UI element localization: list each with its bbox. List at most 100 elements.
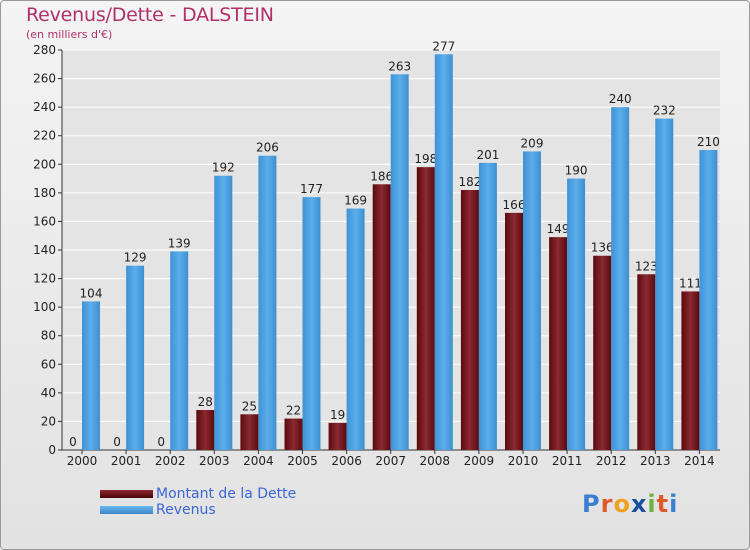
logo-letter: i bbox=[669, 490, 679, 518]
x-tick-label-2000: 2000 bbox=[67, 454, 98, 468]
bar-revenus-2002 bbox=[170, 251, 189, 450]
bar-revenus-2009 bbox=[478, 162, 497, 450]
bar-revenus-2004 bbox=[258, 155, 277, 450]
x-tick-label-2008: 2008 bbox=[420, 454, 451, 468]
legend-swatch-revenus bbox=[100, 506, 153, 514]
x-tick-label-2002: 2002 bbox=[155, 454, 186, 468]
bar-revenus-2013 bbox=[655, 118, 674, 451]
x-tick-label-2007: 2007 bbox=[375, 454, 406, 468]
x-tick-label-2005: 2005 bbox=[287, 454, 318, 468]
bar-dette-2006 bbox=[328, 422, 347, 450]
data-label-dette-2000: 0 bbox=[69, 435, 77, 449]
data-label-dette-2007: 186 bbox=[370, 169, 393, 183]
bar-dette-2014 bbox=[681, 291, 700, 450]
data-label-revenus-2006: 169 bbox=[344, 194, 367, 208]
bar-revenus-2006 bbox=[346, 208, 365, 450]
y-tick-label: 180 bbox=[33, 186, 56, 200]
y-tick-label: 140 bbox=[33, 243, 56, 257]
proxiti-logo: Proxiti bbox=[582, 490, 678, 518]
chart-title: Revenus/Dette - DALSTEIN bbox=[26, 4, 274, 26]
bar-revenus-2000 bbox=[82, 301, 100, 450]
bar-dette-2005 bbox=[284, 418, 303, 450]
chart-subtitle: (en milliers d'€) bbox=[26, 28, 113, 41]
y-tick-label: 80 bbox=[41, 329, 56, 343]
logo-letter: r bbox=[600, 490, 614, 518]
data-label-revenus-2009: 201 bbox=[476, 148, 499, 162]
y-tick-label: 120 bbox=[33, 272, 56, 286]
data-label-dette-2003: 28 bbox=[198, 395, 213, 409]
data-label-revenus-2008: 277 bbox=[432, 39, 455, 53]
y-tick-label: 0 bbox=[48, 443, 56, 457]
x-tick-label-2014: 2014 bbox=[684, 454, 715, 468]
bar-dette-2009 bbox=[460, 190, 479, 450]
data-label-revenus-2011: 190 bbox=[565, 164, 588, 178]
logo-letter: i bbox=[647, 490, 657, 518]
legend-label-revenus: Revenus bbox=[156, 502, 216, 518]
bar-revenus-2007 bbox=[390, 74, 409, 451]
x-tick-label-2012: 2012 bbox=[596, 454, 627, 468]
x-tick-label-2003: 2003 bbox=[199, 454, 230, 468]
y-tick-label: 20 bbox=[41, 414, 56, 428]
bar-dette-2011 bbox=[549, 237, 568, 450]
bar-revenus-2003 bbox=[214, 175, 233, 450]
y-tick-label: 280 bbox=[33, 43, 56, 57]
data-label-revenus-2001: 129 bbox=[124, 251, 147, 265]
bar-revenus-2011 bbox=[567, 178, 586, 451]
data-label-dette-2014: 111 bbox=[679, 276, 702, 290]
data-label-revenus-2000: 104 bbox=[80, 286, 103, 300]
bar-dette-2012 bbox=[593, 255, 612, 450]
data-label-revenus-2002: 139 bbox=[168, 236, 191, 250]
y-tick-label: 220 bbox=[33, 129, 56, 143]
data-label-revenus-2013: 232 bbox=[653, 104, 676, 118]
x-tick-label-2010: 2010 bbox=[508, 454, 539, 468]
bar-revenus-2010 bbox=[523, 151, 541, 450]
data-label-dette-2013: 123 bbox=[635, 259, 658, 273]
data-label-dette-2004: 25 bbox=[242, 399, 257, 413]
bar-dette-2004 bbox=[240, 414, 259, 450]
data-label-dette-2001: 0 bbox=[113, 435, 121, 449]
data-label-revenus-2007: 263 bbox=[388, 59, 411, 73]
bar-revenus-2008 bbox=[434, 54, 453, 451]
y-tick-label: 100 bbox=[33, 300, 56, 314]
logo-letter: P bbox=[582, 490, 601, 518]
data-label-dette-2008: 198 bbox=[414, 152, 437, 166]
y-tick-label: 240 bbox=[33, 100, 56, 114]
bar-dette-2010 bbox=[505, 212, 523, 450]
x-tick-label-2009: 2009 bbox=[464, 454, 495, 468]
data-label-dette-2006: 19 bbox=[330, 408, 345, 422]
data-label-revenus-2005: 177 bbox=[300, 182, 323, 196]
bar-dette-2008 bbox=[416, 167, 435, 450]
logo-letter: o bbox=[613, 490, 631, 518]
y-tick-label: 60 bbox=[41, 357, 56, 371]
bar-revenus-2012 bbox=[611, 107, 630, 451]
logo-letter: x bbox=[630, 490, 648, 518]
legend-swatch-dette bbox=[100, 490, 153, 498]
bar-dette-2007 bbox=[372, 184, 391, 451]
y-tick-label: 160 bbox=[33, 214, 56, 228]
y-tick-label: 260 bbox=[33, 72, 56, 86]
logo-letter: t bbox=[656, 490, 670, 518]
x-tick-label-2011: 2011 bbox=[552, 454, 583, 468]
data-label-dette-2002: 0 bbox=[157, 435, 165, 449]
y-tick-label: 40 bbox=[41, 386, 56, 400]
data-label-revenus-2004: 206 bbox=[256, 141, 279, 155]
x-tick-label-2004: 2004 bbox=[243, 454, 274, 468]
data-label-dette-2005: 22 bbox=[286, 404, 301, 418]
x-tick-label-2013: 2013 bbox=[640, 454, 671, 468]
data-label-revenus-2014: 210 bbox=[697, 135, 720, 149]
legend-label-dette: Montant de la Dette bbox=[156, 486, 297, 502]
data-label-revenus-2012: 240 bbox=[609, 92, 632, 106]
data-label-dette-2009: 182 bbox=[458, 175, 481, 189]
x-tick-label-2006: 2006 bbox=[331, 454, 362, 468]
bar-revenus-2001 bbox=[126, 265, 145, 450]
data-label-revenus-2010: 209 bbox=[521, 136, 544, 150]
data-label-revenus-2003: 192 bbox=[212, 161, 235, 175]
bar-revenus-2005 bbox=[302, 197, 321, 450]
x-tick-label-2001: 2001 bbox=[111, 454, 142, 468]
y-tick-label: 200 bbox=[33, 157, 56, 171]
data-label-dette-2010: 166 bbox=[503, 198, 526, 212]
data-label-dette-2012: 136 bbox=[591, 241, 614, 255]
bar-dette-2003 bbox=[196, 410, 215, 450]
data-label-dette-2011: 149 bbox=[547, 222, 570, 236]
